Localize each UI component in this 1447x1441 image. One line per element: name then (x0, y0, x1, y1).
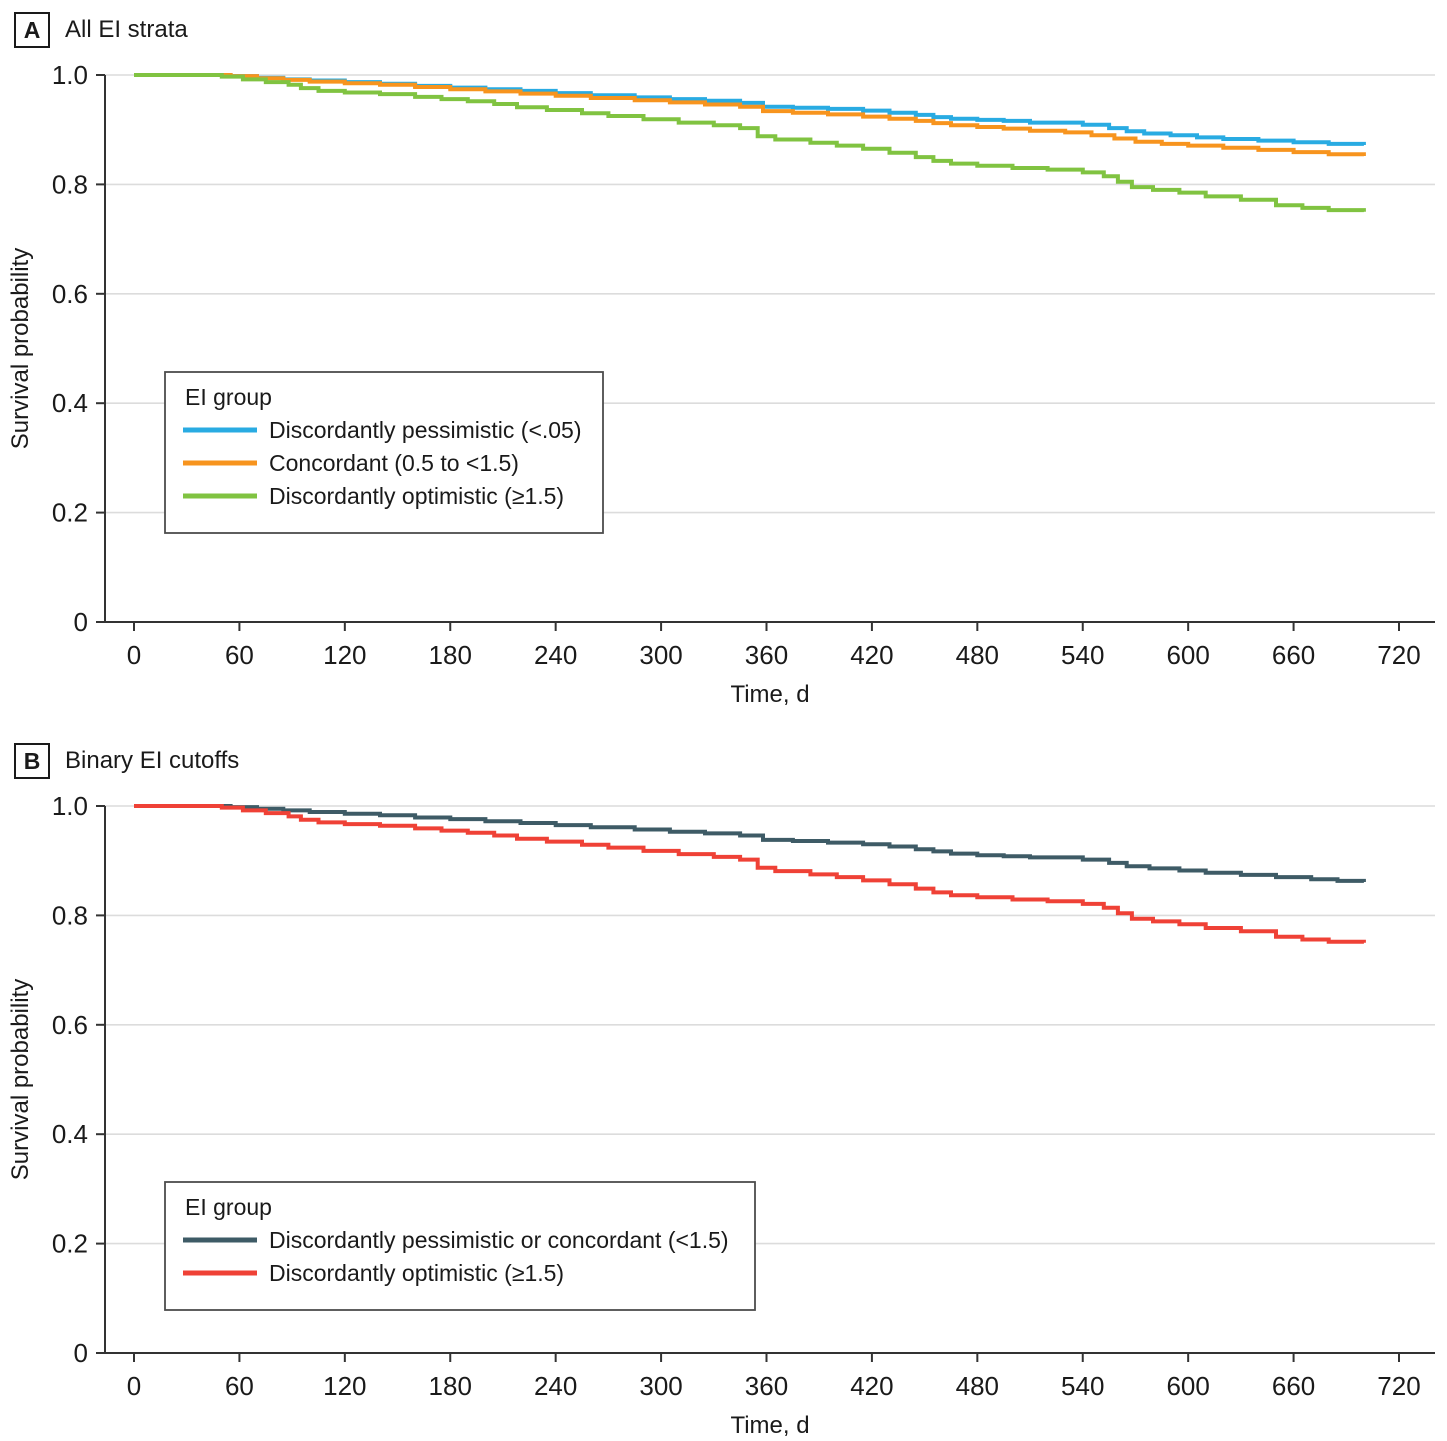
panel-b-header: B Binary EI cutoffs (14, 743, 239, 779)
y-tick-label-0.4: 0.4 (52, 1119, 88, 1149)
x-tick-label-540: 540 (1061, 1371, 1104, 1401)
x-tick-label-0: 0 (127, 1371, 141, 1401)
x-tick-label-660: 660 (1272, 640, 1315, 670)
x-axis-title: Time, d (730, 1412, 809, 1439)
panel-a: A All EI strata 1.0 0.8 0.6 0.4 0.2 0 0 60 120 18… (0, 0, 1447, 710)
curve-discordantly-pessimistic-05 (134, 73, 1366, 146)
y-tick-label-0.8: 0.8 (52, 900, 88, 930)
x-tick-label-60: 60 (225, 1371, 254, 1401)
x-tick-label-180: 180 (429, 640, 472, 670)
x-tick-label-660: 660 (1272, 1371, 1315, 1401)
x-tick-label-120: 120 (323, 640, 366, 670)
x-tick-label-720: 720 (1377, 640, 1420, 670)
x-tick-label-420: 420 (850, 1371, 893, 1401)
x-tick-label-360: 360 (745, 1371, 788, 1401)
curve-discordantly-pessimistic-or-concordant-1-5 (134, 804, 1366, 883)
x-tick-label-600: 600 (1166, 1371, 1209, 1401)
x-tick-label-300: 300 (639, 640, 682, 670)
x-tick-label-720: 720 (1377, 1371, 1420, 1401)
x-tick-label-240: 240 (534, 1371, 577, 1401)
x-tick-label-240: 240 (534, 640, 577, 670)
x-tick-label-420: 420 (850, 640, 893, 670)
curve-discordantly-optimistic-1-5 (134, 804, 1366, 944)
legend-label-discordantly-optimistic-1-5: Discordantly optimistic (≥1.5) (269, 1260, 564, 1286)
x-tick-label-0: 0 (127, 640, 141, 670)
y-tick-label-0: 0 (74, 1338, 88, 1368)
legend-label-discordantly-pessimistic-05: Discordantly pessimistic (<.05) (269, 417, 582, 443)
y-tick-label-0.6: 0.6 (52, 279, 88, 309)
panel-b: B Binary EI cutoffs 1.0 0.8 0.6 0.4 0.2 0 0 60 1… (0, 731, 1447, 1441)
x-tick-label-480: 480 (956, 640, 999, 670)
y-tick-label-0.2: 0.2 (52, 498, 88, 528)
y-tick-label-0.8: 0.8 (52, 169, 88, 199)
legend-title: EI group (185, 1194, 272, 1220)
y-tick-label-0.4: 0.4 (52, 388, 88, 418)
x-tick-label-120: 120 (323, 1371, 366, 1401)
curve-concordant-0-5-to-1-5 (134, 73, 1366, 157)
curve-discordantly-optimistic-1-5 (134, 73, 1366, 213)
legend-title: EI group (185, 384, 272, 410)
x-tick-label-60: 60 (225, 640, 254, 670)
survival-chart-binary-ei-cutoffs: 1.0 0.8 0.6 0.4 0.2 0 0 60 120 180 240 300 360 420 480… (7, 791, 1435, 1439)
x-tick-label-480: 480 (956, 1371, 999, 1401)
y-axis-title: Survival probability (7, 979, 34, 1180)
legend-box (164, 1181, 756, 1311)
x-tick-label-600: 600 (1166, 640, 1209, 670)
panel-a-letter-badge: A (14, 12, 50, 48)
y-tick-label-0.6: 0.6 (52, 1010, 88, 1040)
panel-a-title: All EI strata (65, 16, 188, 43)
x-tick-label-360: 360 (745, 640, 788, 670)
panel-b-letter-badge: B (14, 743, 50, 779)
y-tick-label-1: 1.0 (52, 791, 88, 821)
legend-label-concordant-0-5-to-1-5: Concordant (0.5 to <1.5) (269, 450, 519, 476)
x-tick-label-300: 300 (639, 1371, 682, 1401)
legend-label-discordantly-pessimistic-or-concordant-1-5: Discordantly pessimistic or concordant (… (269, 1227, 729, 1253)
panel-a-header: A All EI strata (14, 12, 188, 48)
legend-box (164, 371, 604, 534)
legend-label-discordantly-optimistic-1-5: Discordantly optimistic (≥1.5) (269, 483, 564, 509)
y-tick-label-1: 1.0 (52, 60, 88, 90)
x-tick-label-540: 540 (1061, 640, 1104, 670)
y-tick-label-0.2: 0.2 (52, 1229, 88, 1259)
y-tick-label-0: 0 (74, 607, 88, 637)
x-tick-label-180: 180 (429, 1371, 472, 1401)
x-axis-title: Time, d (730, 681, 809, 708)
panel-b-title: Binary EI cutoffs (65, 747, 240, 774)
survival-chart-all-ei-strata: 1.0 0.8 0.6 0.4 0.2 0 0 60 120 180 240 300 360 420 480… (7, 60, 1435, 708)
y-axis-title: Survival probability (7, 248, 34, 449)
